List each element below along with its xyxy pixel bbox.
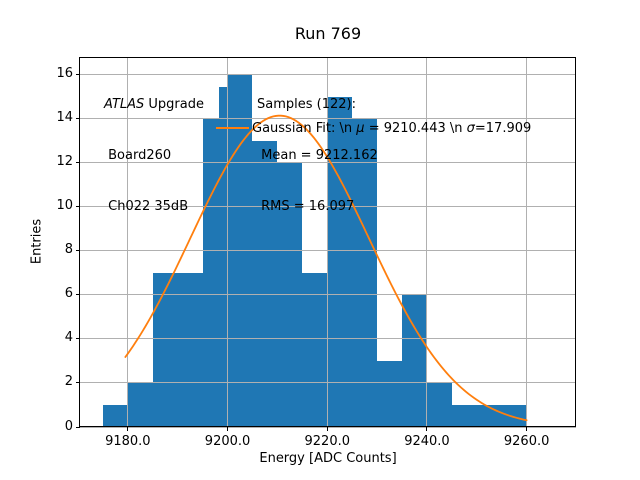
histogram-bar-artifact <box>219 87 228 427</box>
stats-annotation: Samples (122): Mean = 9212.162 RMS = 16.… <box>257 62 378 232</box>
gridline-vertical <box>426 58 428 427</box>
chart-title: Run 769 <box>294 24 362 43</box>
gridline-horizontal <box>80 250 576 252</box>
detector-annotation: ATLAS Upgrade Board260 Ch022 35dB <box>104 62 204 232</box>
x-tick-mark <box>127 427 129 431</box>
sigma-value: =17.909 <box>474 121 532 136</box>
x-tick-label: 9220.0 <box>304 434 351 449</box>
y-tick-label: 10 <box>56 198 73 214</box>
y-tick-mark <box>76 426 80 428</box>
gridline-horizontal <box>80 382 576 384</box>
x-tick-mark <box>227 427 229 431</box>
atlas-label: ATLAS <box>104 97 145 112</box>
mean-label: Mean = 9212.162 <box>257 148 378 163</box>
legend-prefix: Gaussian Fit: \n <box>252 121 357 136</box>
histogram-bar <box>426 382 452 427</box>
histogram-bar <box>177 272 203 427</box>
x-tick-label: 9180.0 <box>105 434 151 449</box>
gridline-horizontal <box>80 338 576 340</box>
y-tick-label: 16 <box>56 66 73 82</box>
y-tick-mark <box>76 74 80 76</box>
y-tick-mark <box>76 118 80 120</box>
y-tick-label: 14 <box>56 110 73 126</box>
x-tick-label: 9240.0 <box>404 434 450 449</box>
y-tick-label: 2 <box>64 374 73 390</box>
legend-gaussian-fit-label: Gaussian Fit: \n μ = 9210.443 \n σ=17.90… <box>252 121 531 136</box>
gridline-horizontal <box>80 294 576 296</box>
gridline-vertical <box>227 58 229 427</box>
histogram-bar <box>402 294 427 427</box>
x-tick-mark <box>526 427 528 431</box>
detector-line-2: Board260 <box>104 148 172 163</box>
rms-label: RMS = 16.097 <box>257 199 355 214</box>
y-tick-label: 6 <box>64 286 73 302</box>
upgrade-label: Upgrade <box>144 97 204 112</box>
mu-symbol: μ <box>356 121 365 136</box>
histogram-bar <box>501 404 527 427</box>
gridline-horizontal <box>80 426 576 428</box>
detector-line-3: Ch022 35dB <box>104 199 189 214</box>
x-tick-mark <box>426 427 428 431</box>
legend-line-sample <box>216 127 249 129</box>
samples-count-label: Samples (122): <box>257 97 356 112</box>
sigma-symbol: σ <box>466 121 475 136</box>
y-tick-mark <box>76 338 80 340</box>
y-tick-label: 12 <box>56 154 73 170</box>
y-tick-mark <box>76 206 80 208</box>
mu-value: = 9210.443 \n <box>364 121 467 136</box>
x-axis-label: Energy [ADC Counts] <box>259 451 397 466</box>
x-tick-label: 9200.0 <box>204 434 251 449</box>
histogram-bar <box>476 404 502 427</box>
histogram-bar <box>102 404 128 427</box>
y-tick-mark <box>76 250 80 252</box>
y-tick-mark <box>76 162 80 164</box>
y-tick-mark <box>76 294 80 296</box>
y-tick-label: 0 <box>64 418 73 434</box>
histogram-bar <box>127 382 153 427</box>
y-tick-label: 8 <box>64 242 73 258</box>
y-tick-label: 4 <box>64 330 73 346</box>
histogram-bar <box>451 404 477 427</box>
gridline-horizontal <box>80 74 576 76</box>
y-tick-mark <box>76 382 80 384</box>
histogram-bar <box>302 272 328 427</box>
detector-line-1: ATLAS Upgrade <box>104 96 204 113</box>
histogram-bar <box>377 360 403 427</box>
histogram-bar <box>152 272 178 427</box>
x-tick-label: 9260.0 <box>503 434 550 449</box>
gridline-vertical <box>526 58 528 427</box>
x-tick-mark <box>326 427 328 431</box>
